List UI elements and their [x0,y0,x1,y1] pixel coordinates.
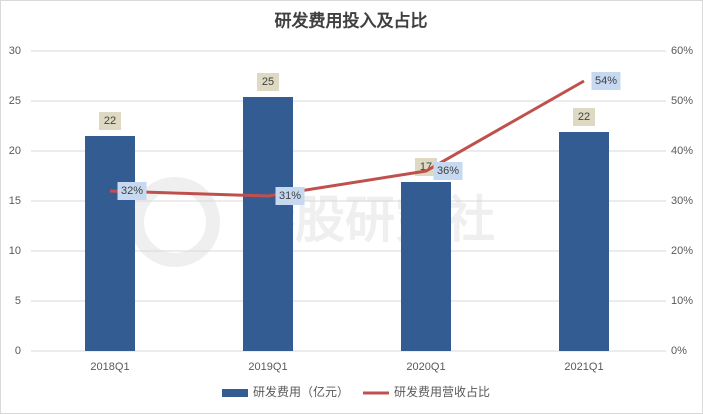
value-label-box [573,108,595,126]
x-tick-label: 2019Q1 [248,361,287,373]
value-label-box [591,72,621,90]
value-label-box [117,182,147,200]
value-label: 31% [279,190,301,202]
value-label: 32% [121,185,143,197]
y-tick-label: 0 [15,345,21,357]
value-label: 25 [262,76,274,88]
y2-tick-label: 10% [671,295,693,307]
x-tick-label: 2018Q1 [90,361,129,373]
bar [243,97,293,351]
value-label: 54% [595,75,617,87]
value-label: 36% [437,165,459,177]
y2-tick-label: 20% [671,245,693,257]
value-label-box [99,112,121,130]
y2-tick-label: 0% [671,345,687,357]
y-tick-label: 20 [9,145,21,157]
line [109,79,585,198]
y-tick-label: 30 [9,45,21,57]
y2-tick-label: 30% [671,195,693,207]
bar [401,182,451,351]
y-tick-label: 5 [15,295,21,307]
x-tick-label: 2021Q1 [564,361,603,373]
value-label-box [257,73,279,91]
legend-swatch [222,389,248,397]
y-tick-label: 25 [9,95,21,107]
value-label-box [275,187,305,205]
y2-tick-label: 60% [671,45,693,57]
watermark-logo [130,177,220,267]
legend-label: 研发费用营收占比 [394,384,490,399]
value-label-box [433,162,463,180]
value-label: 22 [578,111,590,123]
bar [559,132,609,351]
y-tick-label: 10 [9,245,21,257]
bar [85,136,135,351]
y2-tick-label: 50% [671,95,693,107]
x-tick-label: 2020Q1 [406,361,445,373]
value-label: 22 [104,115,116,127]
chart-title: 研发费用投入及占比 [275,10,428,30]
y-tick-label: 15 [9,195,21,207]
y2-tick-label: 40% [671,145,693,157]
legend-label: 研发费用（亿元） [253,384,349,399]
